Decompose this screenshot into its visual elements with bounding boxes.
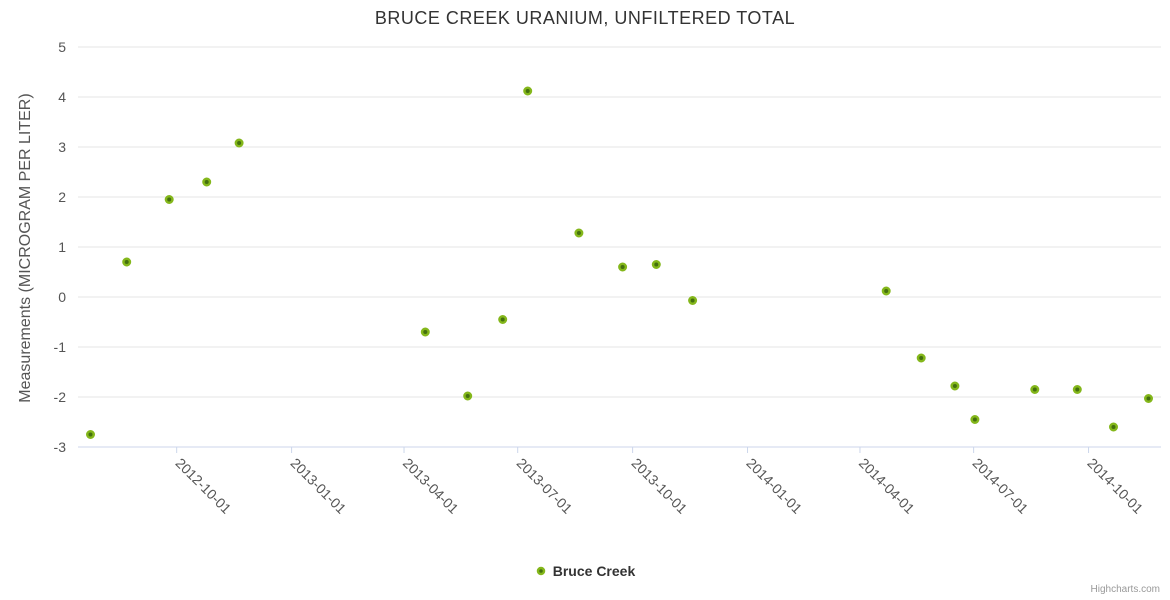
scatter-point[interactable]: [881, 286, 891, 296]
x-axis-tick-label: 2014-04-01: [856, 455, 918, 517]
x-axis-tick-label: 2013-10-01: [628, 455, 690, 517]
scatter-point[interactable]: [122, 257, 132, 267]
scatter-point[interactable]: [916, 353, 926, 363]
y-axis-tick-label: 1: [58, 239, 66, 255]
x-axis-tick-label: 2013-04-01: [400, 455, 462, 517]
x-axis-tick-label: 2014-07-01: [970, 455, 1032, 517]
highcharts-credits-link[interactable]: Highcharts.com: [1090, 584, 1160, 595]
scatter-point[interactable]: [1109, 422, 1118, 432]
scatter-point[interactable]: [618, 262, 628, 272]
scatter-point[interactable]: [1030, 385, 1040, 394]
scatter-point[interactable]: [498, 315, 508, 324]
scatter-point[interactable]: [202, 177, 212, 187]
chart-title: BRUCE CREEK URANIUM, UNFILTERED TOTAL: [374, 8, 796, 28]
scatter-point[interactable]: [950, 381, 960, 391]
scatter-point[interactable]: [86, 430, 95, 439]
scatter-point[interactable]: [164, 195, 174, 204]
y-axis-tick-label: 2: [58, 189, 66, 205]
scatter-point[interactable]: [1072, 385, 1082, 394]
legend: Bruce Creek: [0, 563, 1170, 579]
scatter-point[interactable]: [574, 228, 584, 238]
y-axis-tick-label: -3: [54, 439, 67, 455]
y-axis-tick-label: -2: [54, 389, 67, 405]
scatter-point[interactable]: [1144, 394, 1153, 403]
x-axis-tick-label: 2012-10-01: [173, 455, 235, 517]
legend-item-bruce-creek[interactable]: Bruce Creek: [535, 563, 636, 579]
legend-item-label: Bruce Creek: [552, 563, 636, 579]
scatter-point[interactable]: [463, 391, 473, 401]
scatter-point[interactable]: [420, 327, 430, 337]
y-axis-tick-label: 5: [58, 39, 66, 55]
scatter-point[interactable]: [688, 296, 698, 305]
scatter-point[interactable]: [234, 138, 244, 148]
scatter-point[interactable]: [651, 260, 661, 269]
y-axis-tick-label: 0: [58, 289, 66, 305]
scatter-point[interactable]: [970, 415, 980, 424]
x-axis-tick-label: 2014-10-01: [1084, 455, 1146, 517]
x-axis-tick-label: 2014-01-01: [743, 455, 805, 517]
x-axis-tick-label: 2013-01-01: [287, 455, 349, 517]
scatter-point[interactable]: [523, 86, 533, 96]
y-axis-tick-label: -1: [54, 339, 67, 355]
y-axis-tick-label: 3: [58, 139, 66, 155]
y-axis-tick-label: 4: [58, 89, 66, 105]
legend-marker-icon: [536, 566, 545, 576]
x-axis-tick-label: 2013-07-01: [514, 455, 576, 517]
